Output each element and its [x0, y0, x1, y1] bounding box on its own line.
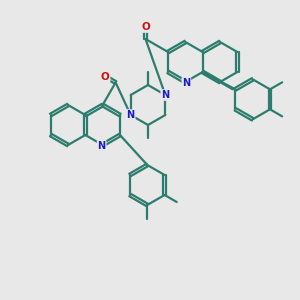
- Text: O: O: [101, 71, 110, 82]
- Text: O: O: [141, 22, 150, 32]
- Text: N: N: [127, 110, 135, 120]
- Text: N: N: [98, 141, 106, 151]
- Text: N: N: [182, 78, 190, 88]
- Text: N: N: [161, 90, 169, 100]
